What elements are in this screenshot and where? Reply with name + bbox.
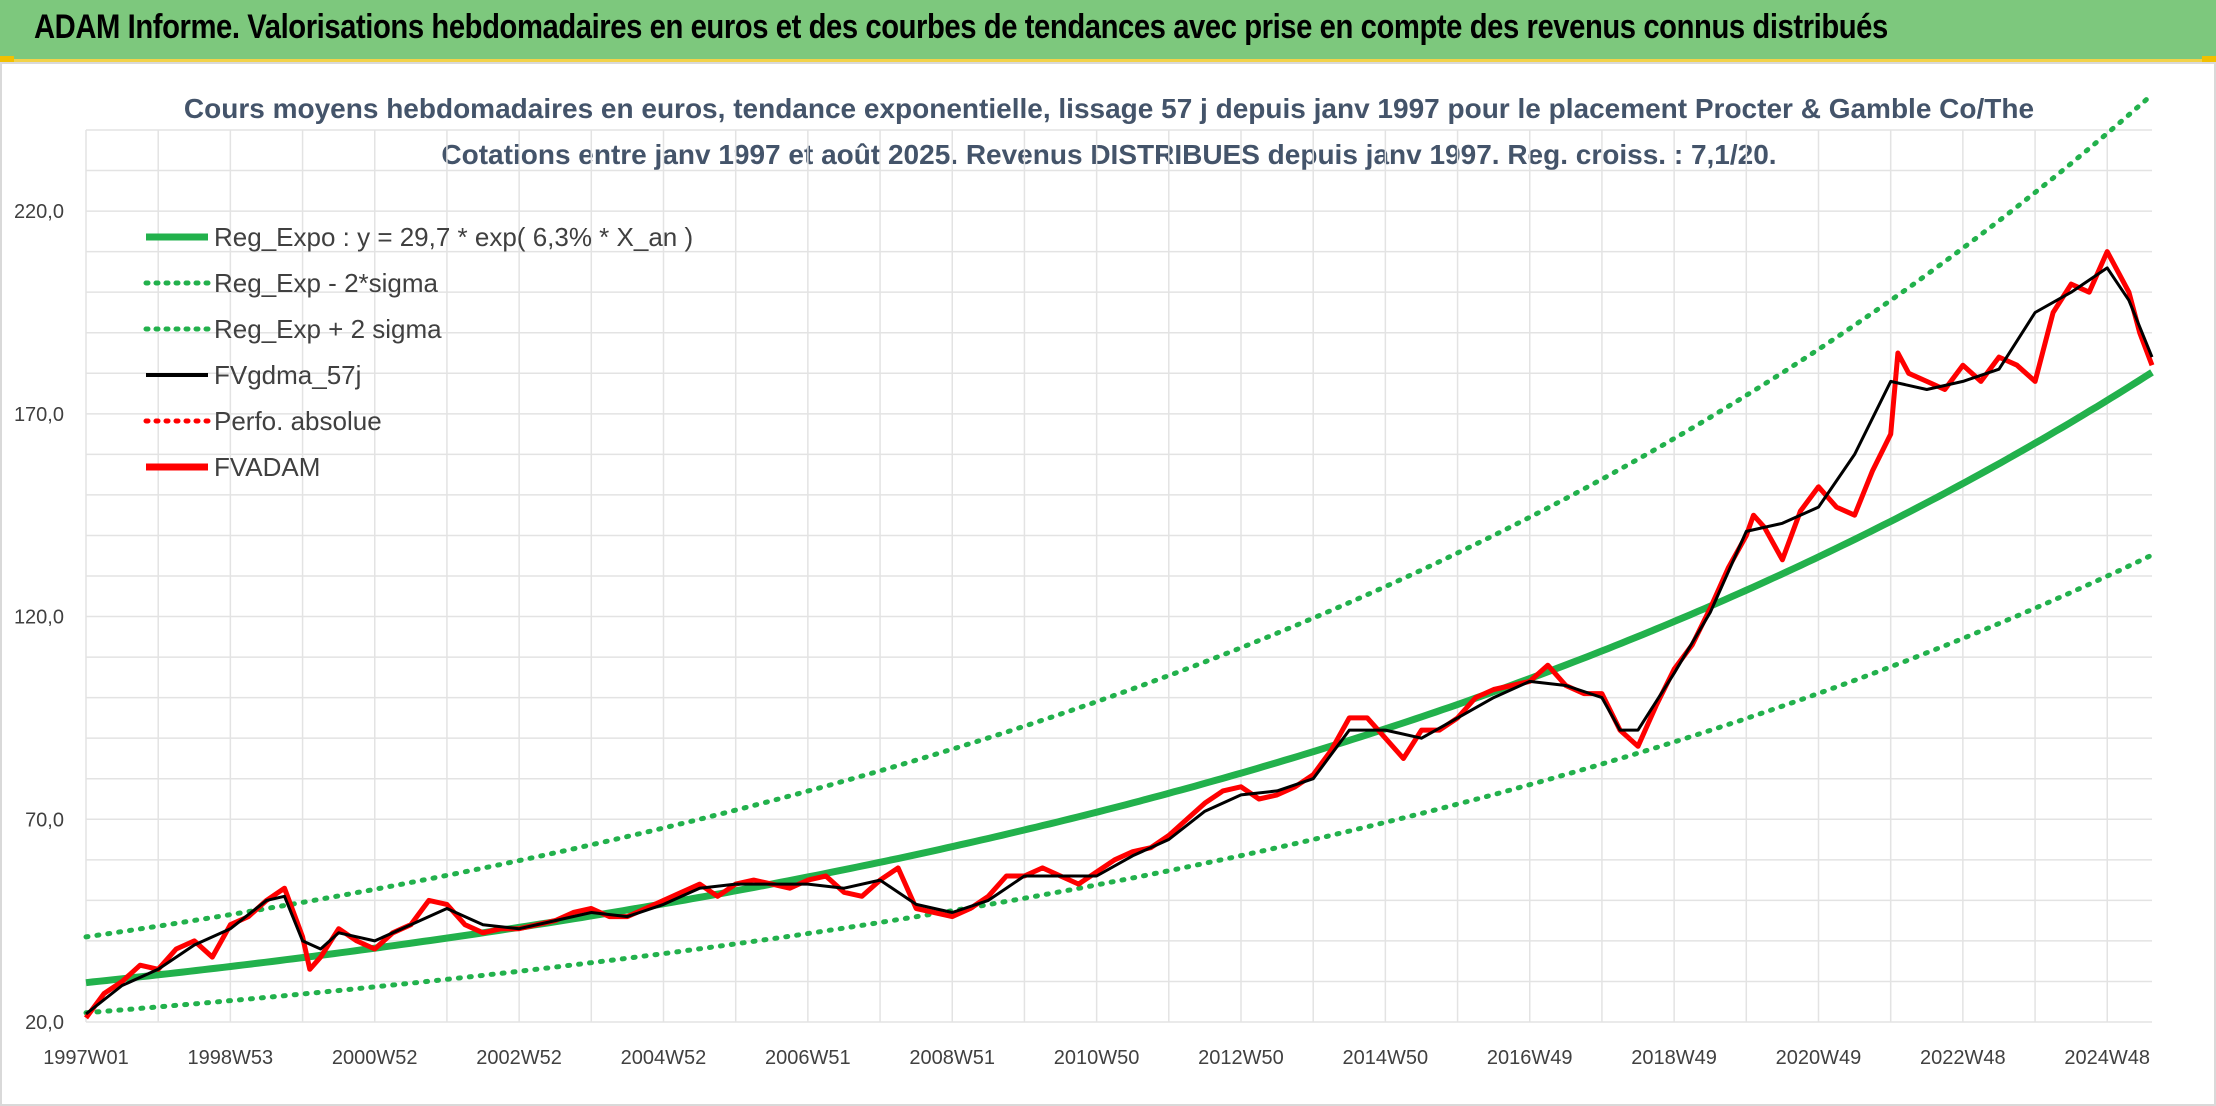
x-tick-label: 2014W50	[1343, 1047, 1429, 1069]
x-tick-label: 2022W48	[1920, 1047, 2006, 1069]
x-tick-label: 2012W50	[1198, 1047, 1284, 1069]
legend-label: Perfo. absolue	[214, 406, 382, 436]
corner-mark-right	[2202, 56, 2216, 62]
y-tick-label: 70,0	[25, 809, 64, 831]
report-title: ADAM Informe. Valorisations hebdomadaire…	[34, 8, 1888, 46]
chart-title-line-1: Cours moyens hebdomadaires en euros, ten…	[184, 93, 2034, 124]
reg-expo-line	[85, 369, 2154, 987]
corner-mark-left	[0, 56, 14, 62]
legend-label: Reg_Expo : y = 29,7 * exp( 6,3% * X_an )	[214, 222, 693, 252]
x-axis: 1997W01 1998W53 2000W52 2002W52 2004W52 2006W…	[43, 1047, 2150, 1069]
x-tick-label: 2024W48	[2064, 1047, 2150, 1069]
x-tick-label: 2018W49	[1631, 1047, 1717, 1069]
legend: Reg_Expo : y = 29,7 * exp( 6,3% * X_an )…	[143, 222, 693, 482]
chart-frame	[0, 62, 2216, 1106]
y-tick-label: 220,0	[14, 201, 64, 223]
x-tick-label: 2010W50	[1054, 1047, 1140, 1069]
header-banner: ADAM Informe. Valorisations hebdomadaire…	[0, 0, 2216, 62]
x-tick-label: 2004W52	[621, 1047, 707, 1069]
x-tick-label: 2016W49	[1487, 1047, 1573, 1069]
legend-label: Reg_Exp + 2 sigma	[214, 314, 442, 344]
x-tick-label: 1998W53	[188, 1047, 274, 1069]
y-tick-label: 120,0	[14, 607, 64, 629]
fvadam-line	[83, 249, 2155, 1020]
plot-area	[83, 92, 2155, 1020]
x-tick-label: 2002W52	[476, 1047, 562, 1069]
chart-title-line-2: Cotations entre janv 1997 et août 2025. …	[441, 139, 1776, 170]
y-axis: 20,0 70,0 120,0 170,0 220,0	[14, 201, 64, 1034]
legend-label: FVgdma_57j	[214, 360, 361, 390]
x-tick-label: 2000W52	[332, 1047, 418, 1069]
x-tick-label: 2006W51	[765, 1047, 851, 1069]
x-tick-label: 2008W51	[909, 1047, 995, 1069]
y-tick-label: 20,0	[25, 1012, 64, 1034]
y-tick-label: 170,0	[14, 404, 64, 426]
legend-label: FVADAM	[214, 452, 320, 482]
gridlines	[85, 129, 2152, 1023]
fvgdma-57j-line	[85, 266, 2154, 1016]
x-tick-label: 1997W01	[43, 1047, 129, 1069]
legend-label: Reg_Exp - 2*sigma	[214, 268, 439, 298]
x-tick-label: 2020W49	[1776, 1047, 1862, 1069]
